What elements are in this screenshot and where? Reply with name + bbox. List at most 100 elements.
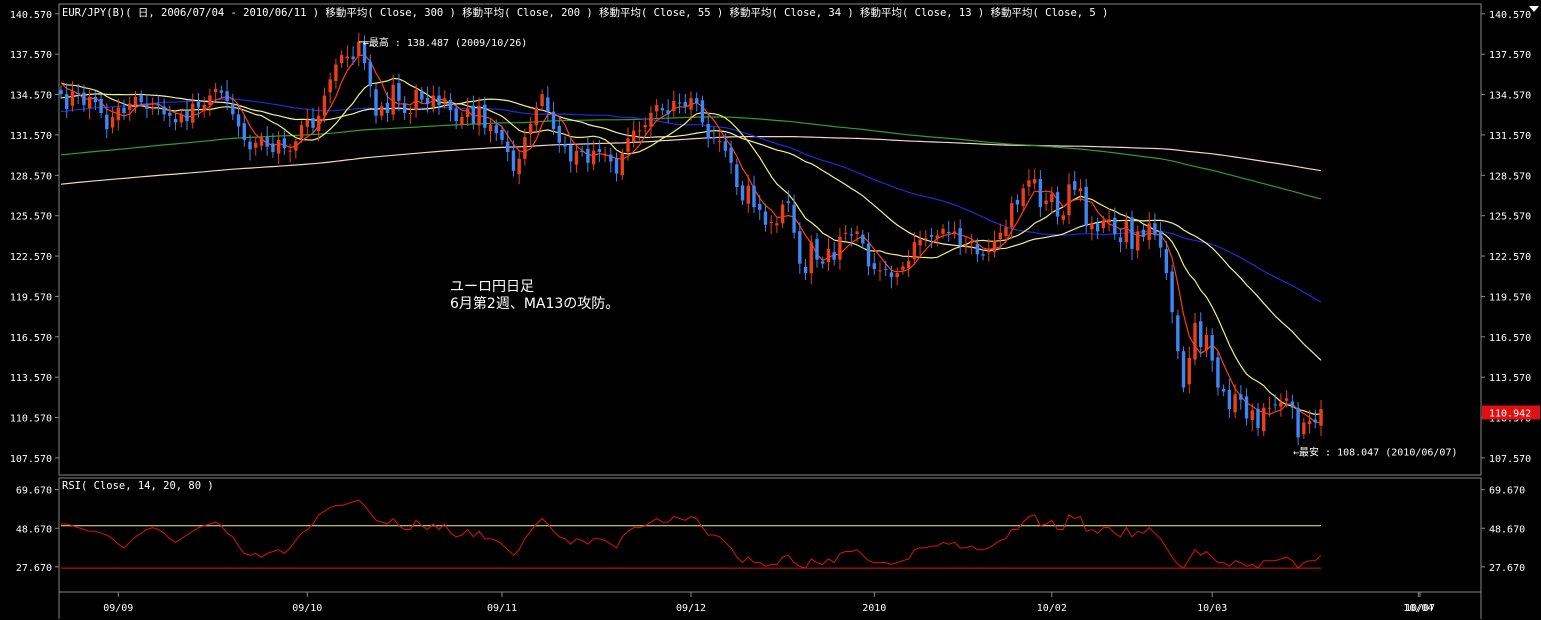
rsi-title: RSI( Close, 14, 20, 80 ) bbox=[62, 480, 214, 492]
price-tick-label-right: 113.570 bbox=[1489, 373, 1531, 384]
candle-body bbox=[540, 94, 544, 107]
candle-body bbox=[70, 91, 75, 106]
candle-body bbox=[798, 231, 802, 264]
candle-body bbox=[1290, 401, 1295, 408]
candle-body bbox=[317, 115, 321, 132]
candle-body bbox=[912, 242, 917, 260]
candle-body bbox=[1216, 357, 1220, 388]
candle-body bbox=[105, 114, 109, 130]
candle-body bbox=[1256, 408, 1260, 428]
collapse-arrow-icon[interactable] bbox=[1529, 4, 1539, 14]
candle-body bbox=[465, 108, 470, 118]
candle-body bbox=[580, 150, 584, 153]
ma-line-55 bbox=[60, 98, 1322, 303]
price-tick-label-left: 122.570 bbox=[10, 252, 52, 263]
candle-body bbox=[1187, 357, 1191, 385]
candle-body bbox=[1296, 407, 1300, 438]
candle-body bbox=[695, 98, 699, 104]
candle-body bbox=[494, 125, 498, 134]
candle-body bbox=[626, 138, 630, 152]
annotation-note: ユーロ円日足 6月第2週、MA13の攻防。 bbox=[450, 279, 619, 313]
candle-body bbox=[1233, 394, 1237, 413]
candle-body bbox=[866, 243, 871, 267]
price-tick-label-right: 116.570 bbox=[1489, 333, 1531, 344]
candle-body bbox=[861, 234, 865, 244]
ma-line-34 bbox=[60, 93, 1322, 361]
candle-body bbox=[397, 83, 401, 101]
candle-body bbox=[311, 118, 315, 128]
candle-body bbox=[1107, 219, 1111, 223]
candle-body bbox=[276, 139, 281, 154]
candle-body bbox=[889, 272, 894, 278]
candle-body bbox=[351, 56, 355, 60]
candle-body bbox=[712, 136, 716, 139]
price-tick-label-left: 128.570 bbox=[10, 171, 52, 182]
candle-body bbox=[150, 107, 155, 109]
candle-body bbox=[196, 101, 201, 108]
candle-body bbox=[941, 228, 945, 234]
candle-body bbox=[488, 125, 493, 132]
candle-body bbox=[236, 114, 241, 127]
candle-body bbox=[952, 231, 957, 233]
candle-body bbox=[855, 231, 859, 234]
candle-body bbox=[878, 270, 882, 272]
high-marker-label: ←最高 : 138.487 (2009/10/26) bbox=[363, 36, 528, 49]
candle-body bbox=[460, 117, 464, 125]
rsi-panel-border bbox=[58, 477, 1482, 593]
candle-body bbox=[1239, 394, 1243, 400]
candle-body bbox=[385, 103, 390, 114]
candle-body bbox=[717, 141, 722, 143]
candle-body bbox=[666, 110, 670, 115]
candle-body bbox=[122, 107, 126, 114]
candle-body bbox=[964, 244, 968, 247]
rsi-tick-label-left: 48.670 bbox=[16, 524, 52, 535]
candle-body bbox=[815, 238, 819, 260]
candle-body bbox=[1021, 188, 1025, 207]
candle-body bbox=[1273, 404, 1277, 406]
rsi-tick-label-left: 27.670 bbox=[16, 563, 52, 574]
candle-body bbox=[1010, 203, 1014, 228]
candle-body bbox=[998, 232, 1002, 240]
candle-body bbox=[1004, 227, 1008, 237]
price-tick-label-left: 137.570 bbox=[10, 50, 52, 61]
candle-body bbox=[380, 106, 384, 116]
candle-body bbox=[838, 236, 842, 260]
candle-body bbox=[591, 150, 596, 165]
candle-body bbox=[563, 144, 567, 147]
candle-body bbox=[506, 141, 510, 153]
candle-body bbox=[345, 56, 350, 59]
candle-body bbox=[1181, 351, 1186, 388]
candle-body bbox=[1313, 419, 1317, 423]
candle-body bbox=[282, 138, 287, 148]
candle-body bbox=[1307, 421, 1312, 425]
candlesticks bbox=[59, 32, 1323, 446]
candle-body bbox=[242, 123, 246, 140]
candle-body bbox=[677, 102, 682, 104]
candle-body bbox=[975, 244, 980, 255]
axes: 140.570 140.570 137.570 137.570 134.570 134.5… bbox=[10, 10, 1531, 614]
date-tick-label: 10/03 bbox=[1197, 603, 1227, 614]
candle-body bbox=[402, 104, 407, 114]
rsi-tick-label-left: 69.670 bbox=[16, 486, 52, 497]
candle-body bbox=[443, 98, 447, 102]
candle-body bbox=[357, 41, 361, 56]
date-tick-label: 09/10 bbox=[292, 603, 322, 614]
candle-body bbox=[93, 96, 98, 103]
candle-body bbox=[786, 201, 791, 204]
candle-body bbox=[987, 250, 991, 253]
candle-body bbox=[803, 266, 808, 274]
candle-body bbox=[683, 101, 687, 107]
candle-body bbox=[1284, 398, 1289, 401]
candle-body bbox=[76, 93, 80, 95]
candle-body bbox=[225, 91, 229, 101]
annotation-line-2: 6月第2週、MA13の攻防。 bbox=[450, 296, 620, 312]
candle-body bbox=[1101, 220, 1106, 229]
price-tick-label-left: 110.570 bbox=[10, 414, 52, 425]
candle-body bbox=[1061, 215, 1065, 220]
candle-body bbox=[792, 204, 796, 233]
candle-body bbox=[654, 104, 659, 112]
candle-body bbox=[437, 95, 441, 105]
candle-body bbox=[483, 104, 487, 128]
candle-body bbox=[1130, 217, 1134, 249]
